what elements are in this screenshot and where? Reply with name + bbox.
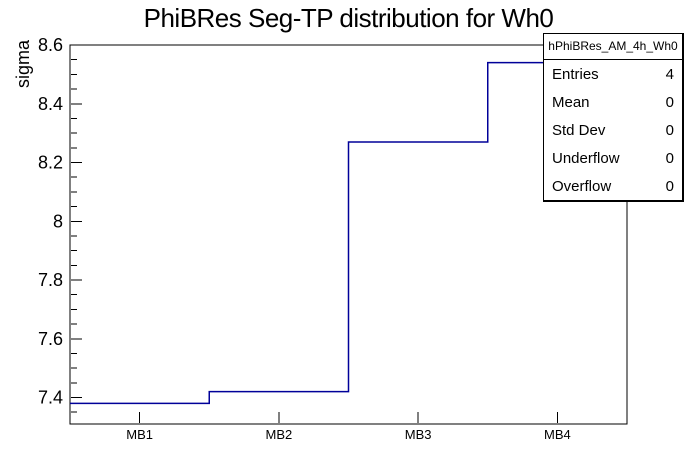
stats-label: Std Dev <box>552 121 606 139</box>
y-tick-label: 8.4 <box>38 94 63 114</box>
x-tick-label: MB1 <box>126 427 153 442</box>
stats-box: hPhiBRes_AM_4h_Wh0 Entries 4 Mean 0 Std … <box>543 33 684 202</box>
stats-row-stddev: Std Dev 0 <box>544 116 682 144</box>
stats-label: Entries <box>552 65 599 83</box>
y-tick-label: 8 <box>53 211 63 231</box>
stats-value: 0 <box>665 93 674 111</box>
stats-row-mean: Mean 0 <box>544 88 682 116</box>
x-tick-label: MB2 <box>266 427 293 442</box>
stats-box-header: hPhiBRes_AM_4h_Wh0 <box>544 34 682 60</box>
stats-value: 0 <box>665 177 674 195</box>
stats-row-overflow: Overflow 0 <box>544 172 682 200</box>
stats-row-entries: Entries 4 <box>544 60 682 88</box>
y-tick-label: 7.4 <box>38 388 63 408</box>
y-tick-label: 8.6 <box>38 35 63 55</box>
stats-row-underflow: Underflow 0 <box>544 144 682 172</box>
stats-value: 0 <box>665 121 674 139</box>
x-tick-label: MB4 <box>544 427 571 442</box>
stats-label: Underflow <box>552 149 620 167</box>
plot-frame <box>69 44 628 425</box>
stats-box-rows: Entries 4 Mean 0 Std Dev 0 Underflow 0 O… <box>544 60 682 200</box>
chart-title: PhiBRes Seg-TP distribution for Wh0 <box>143 3 554 33</box>
y-tick-label: 8.2 <box>38 153 63 173</box>
stats-label: Mean <box>552 93 590 111</box>
y-tick-label: 7.8 <box>38 270 63 290</box>
stats-value: 0 <box>665 149 674 167</box>
stats-value: 4 <box>665 65 674 83</box>
stats-label: Overflow <box>552 177 612 195</box>
x-tick-label: MB3 <box>405 427 432 442</box>
y-tick-label: 7.6 <box>38 329 63 349</box>
histogram-step-line <box>70 61 627 405</box>
